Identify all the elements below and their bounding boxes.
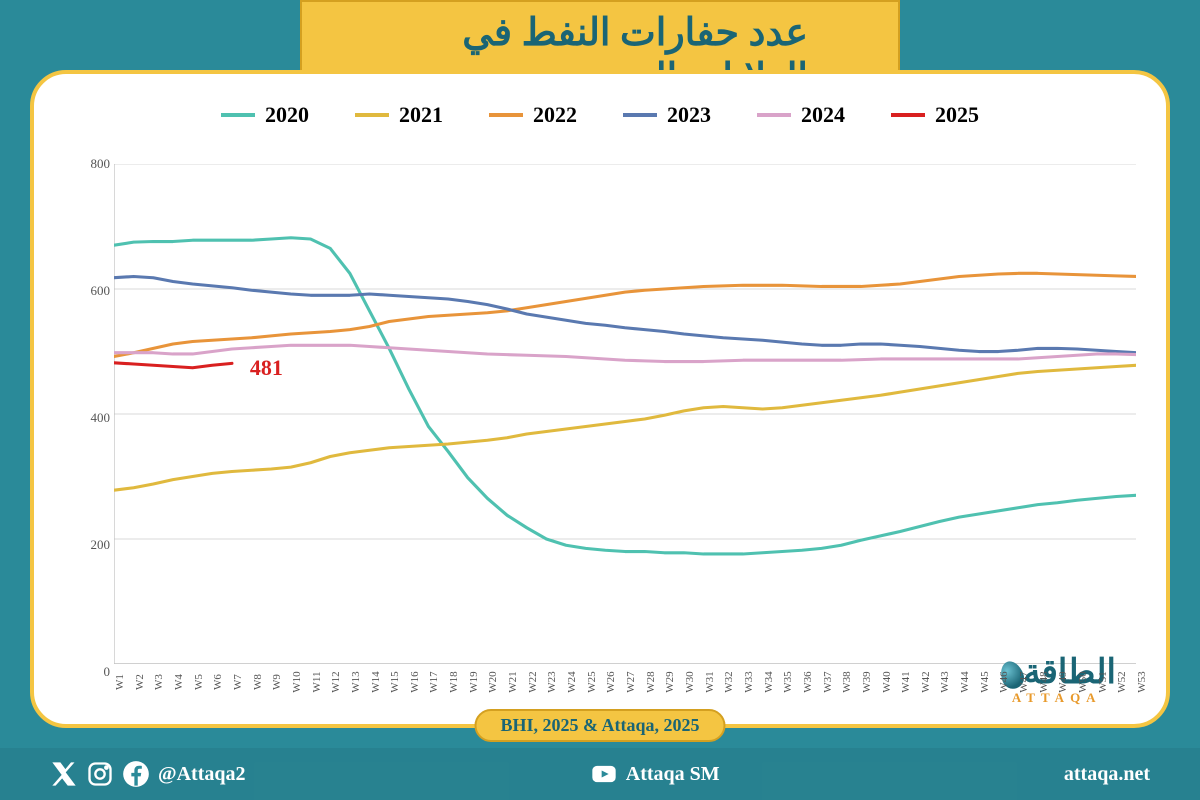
legend-label: 2021 bbox=[399, 102, 443, 128]
xtick-label: W47 bbox=[1018, 671, 1030, 692]
chart-card: 202020212022202320242025 481 BHI, 2025 &… bbox=[30, 70, 1170, 728]
xtick-label: W36 bbox=[802, 671, 814, 692]
chart-plot bbox=[114, 164, 1136, 664]
xtick-label: W31 bbox=[704, 671, 716, 692]
xtick-label: W10 bbox=[291, 671, 303, 692]
xtick-label: W35 bbox=[782, 671, 794, 692]
xtick-label: W13 bbox=[350, 671, 362, 692]
xtick-label: W52 bbox=[1116, 671, 1128, 692]
x-icon bbox=[50, 760, 78, 788]
xtick-label: W32 bbox=[723, 671, 735, 692]
chart-legend: 2020 2021 2022 2023 2024 2025 bbox=[34, 102, 1166, 128]
xtick-label: W41 bbox=[900, 671, 912, 692]
callout-value: 481 bbox=[250, 355, 283, 381]
ytick-label: 800 bbox=[91, 156, 111, 172]
xtick-label: W46 bbox=[998, 671, 1010, 692]
xtick-label: W48 bbox=[1038, 671, 1050, 692]
xtick-label: W28 bbox=[645, 671, 657, 692]
xtick-label: W19 bbox=[468, 671, 480, 692]
xtick-label: W3 bbox=[153, 674, 165, 690]
xtick-label: W18 bbox=[448, 671, 460, 692]
legend-swatch bbox=[623, 113, 657, 117]
social-mid: Attaqa SM bbox=[590, 760, 720, 788]
xtick-label: W33 bbox=[743, 671, 755, 692]
source-badge: BHI, 2025 & Attaqa, 2025 bbox=[474, 709, 725, 742]
xtick-label: W25 bbox=[586, 671, 598, 692]
xtick-label: W22 bbox=[527, 671, 539, 692]
ytick-label: 600 bbox=[91, 283, 111, 299]
legend-swatch bbox=[221, 113, 255, 117]
legend-item: 2025 bbox=[891, 102, 979, 128]
xtick-label: W8 bbox=[252, 674, 264, 690]
xtick-label: W27 bbox=[625, 671, 637, 692]
xtick-label: W26 bbox=[605, 671, 617, 692]
xtick-label: W45 bbox=[979, 671, 991, 692]
legend-swatch bbox=[891, 113, 925, 117]
legend-item: 2021 bbox=[355, 102, 443, 128]
legend-item: 2020 bbox=[221, 102, 309, 128]
xtick-label: W49 bbox=[1057, 671, 1069, 692]
legend-label: 2025 bbox=[935, 102, 979, 128]
legend-label: 2023 bbox=[667, 102, 711, 128]
xtick-label: W4 bbox=[173, 674, 185, 690]
youtube-label: Attaqa SM bbox=[626, 763, 720, 786]
xtick-label: W42 bbox=[920, 671, 932, 692]
xtick-label: W30 bbox=[684, 671, 696, 692]
xtick-label: W44 bbox=[959, 671, 971, 692]
legend-label: 2020 bbox=[265, 102, 309, 128]
xtick-label: W17 bbox=[428, 671, 440, 692]
xtick-label: W12 bbox=[330, 671, 342, 692]
legend-swatch bbox=[355, 113, 389, 117]
instagram-icon bbox=[86, 760, 114, 788]
xtick-label: W23 bbox=[546, 671, 558, 692]
facebook-icon bbox=[122, 760, 150, 788]
ytick-label: 400 bbox=[91, 410, 111, 426]
xtick-label: W43 bbox=[939, 671, 951, 692]
xtick-label: W21 bbox=[507, 671, 519, 692]
xtick-label: W15 bbox=[389, 671, 401, 692]
website-label: attaqa.net bbox=[1064, 763, 1150, 786]
xtick-label: W14 bbox=[370, 671, 382, 692]
youtube-icon bbox=[590, 760, 618, 788]
xtick-label: W24 bbox=[566, 671, 578, 692]
xtick-label: W16 bbox=[409, 671, 421, 692]
footer-bar: @Attaqa2 Attaqa SM attaqa.net bbox=[0, 748, 1200, 800]
xtick-label: W20 bbox=[487, 671, 499, 692]
xtick-label: W2 bbox=[134, 674, 146, 690]
xtick-label: W40 bbox=[881, 671, 893, 692]
ytick-label: 200 bbox=[91, 537, 111, 553]
xtick-label: W9 bbox=[271, 674, 283, 690]
social-left: @Attaqa2 bbox=[50, 760, 246, 788]
chart-svg bbox=[114, 164, 1136, 664]
xtick-label: W7 bbox=[232, 674, 244, 690]
xtick-label: W5 bbox=[193, 674, 205, 690]
xtick-label: W6 bbox=[212, 674, 224, 690]
xtick-label: W50 bbox=[1077, 671, 1089, 692]
xtick-label: W37 bbox=[822, 671, 834, 692]
xtick-label: W34 bbox=[763, 671, 775, 692]
xtick-label: W11 bbox=[311, 672, 323, 693]
ytick-label: 0 bbox=[104, 664, 111, 680]
xtick-label: W51 bbox=[1097, 671, 1109, 692]
legend-label: 2022 bbox=[533, 102, 577, 128]
xtick-label: W29 bbox=[664, 671, 676, 692]
legend-swatch bbox=[489, 113, 523, 117]
legend-label: 2024 bbox=[801, 102, 845, 128]
legend-item: 2022 bbox=[489, 102, 577, 128]
legend-swatch bbox=[757, 113, 791, 117]
legend-item: 2024 bbox=[757, 102, 845, 128]
legend-item: 2023 bbox=[623, 102, 711, 128]
social-handle: @Attaqa2 bbox=[158, 763, 246, 786]
xtick-label: W39 bbox=[861, 671, 873, 692]
xtick-label: W38 bbox=[841, 671, 853, 692]
xtick-label: W1 bbox=[114, 674, 126, 690]
xtick-label: W53 bbox=[1136, 671, 1148, 692]
